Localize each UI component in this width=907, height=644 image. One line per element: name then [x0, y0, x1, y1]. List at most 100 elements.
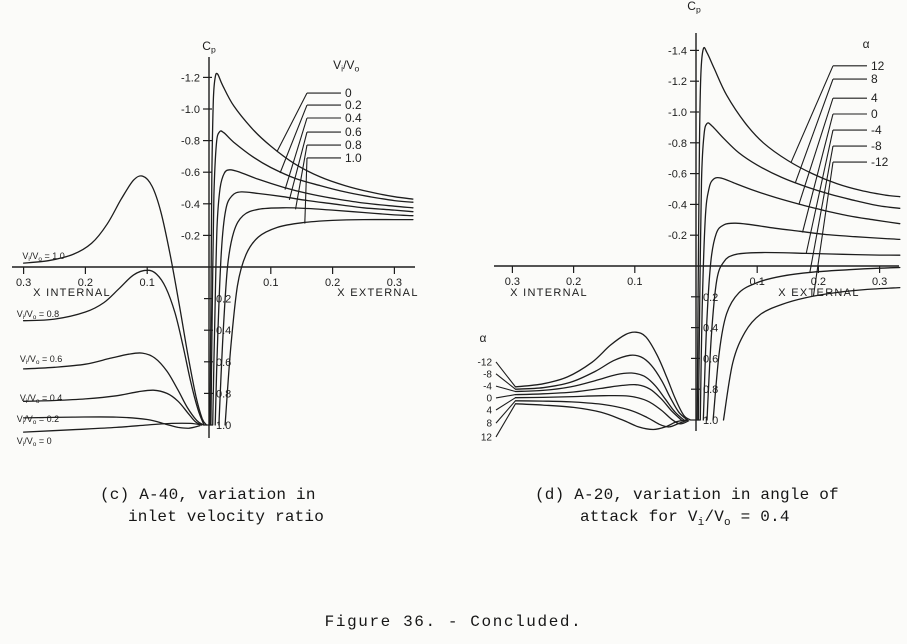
legend-leader — [812, 161, 834, 296]
curve-d--8-external — [712, 266, 901, 421]
legend-label: 0.8 — [345, 138, 362, 152]
y-tick-label: -1.4 — [668, 45, 687, 57]
curve-label: Vi/Vo = 0 — [17, 436, 52, 448]
legend-label: 0 — [871, 107, 878, 121]
alpha-leader — [495, 397, 516, 411]
curve-c-0.4-internal — [22, 389, 203, 426]
alpha-label: 12 — [481, 432, 493, 443]
curve-c-0.8-internal — [22, 269, 205, 426]
y-tick-label: -0.8 — [668, 138, 687, 150]
curve-c-0.6-internal — [22, 352, 205, 426]
alpha-leader — [495, 385, 516, 393]
legend-label: 0 — [345, 86, 352, 100]
curve-d-0-internal — [514, 383, 682, 421]
y-tick-label: 1.0 — [216, 420, 231, 432]
alpha-label: 8 — [486, 419, 492, 430]
legend-label: -12 — [871, 155, 889, 169]
curve-d-4-internal — [514, 394, 690, 425]
x-tick-label: 0.1 — [263, 277, 278, 289]
legend-leader — [304, 157, 308, 224]
x-tick-label: 0.3 — [387, 277, 402, 289]
curve-c-0.8-external — [218, 207, 414, 426]
y-tick-label: -0.4 — [181, 199, 200, 211]
x-external-axis-title: X EXTERNAL — [778, 287, 859, 299]
curve-c-1.0-external — [224, 218, 414, 426]
y-tick-label: 0.8 — [703, 384, 718, 396]
y-tick-label: -0.2 — [181, 230, 200, 242]
y-tick-label: -1.2 — [181, 72, 200, 84]
plot-panel-c: -1.2-1.0-0.8-0.6-0.4-0.20.20.40.60.81.00… — [12, 39, 418, 448]
x-tick-label: 0.1 — [140, 277, 155, 289]
x-external-axis-title: X EXTERNAL — [337, 287, 418, 299]
alpha-label: 0 — [486, 393, 492, 404]
x-tick-label: 0.3 — [16, 277, 31, 289]
legend-header: Vi/Vo — [333, 58, 359, 74]
x-tick-label: 0.2 — [566, 276, 581, 288]
alpha-header: α — [480, 331, 487, 345]
caption-d-line1: (d) A-20, variation in angle of — [535, 486, 839, 504]
curve-d-8-internal — [514, 400, 689, 428]
y-tick-label: 0.4 — [703, 323, 718, 335]
alpha-leader — [495, 361, 516, 388]
x-tick-label: 0.3 — [872, 276, 887, 288]
legend-leader — [276, 92, 308, 152]
legend-header: α — [863, 37, 870, 51]
y-tick-label: -0.6 — [181, 167, 200, 179]
curve-d-8-external — [697, 122, 901, 421]
alpha-label: -12 — [478, 357, 493, 368]
curve-label: Vi/Vo = 0.8 — [17, 309, 59, 321]
x-tick-label: 0.2 — [78, 277, 93, 289]
x-tick-label: 0.1 — [627, 276, 642, 288]
plot-panel-d: -1.4 -1.2 -1.0 -0.8 -0.6 -0.4 -0.2 0.2 0.4 0.6 0.8… — [478, 0, 901, 443]
y-tick-label: -1.2 — [668, 76, 687, 88]
alpha-label: -4 — [483, 382, 492, 393]
legend-label: -4 — [871, 123, 882, 137]
legend-label: 0.2 — [345, 98, 362, 112]
y-tick-label: -0.2 — [668, 230, 687, 242]
curve-label: Vi/Vo = 0.2 — [17, 414, 59, 426]
legend-label: 0.6 — [345, 125, 362, 139]
legend-label: -8 — [871, 139, 882, 153]
curve-c-0-internal — [22, 422, 203, 433]
figure-caption: Figure 36. - Concluded. — [324, 613, 583, 631]
alpha-leader — [495, 400, 516, 424]
y-tick-label: -0.6 — [668, 169, 687, 181]
legend-leader — [809, 145, 834, 273]
curve-d--12-external — [722, 286, 901, 421]
legend-label: 0.4 — [345, 111, 362, 125]
curve-c-0.2-external — [210, 130, 414, 426]
alpha-leader — [495, 403, 516, 438]
curve-c-0.6-external — [214, 191, 414, 426]
curve-c-1.0-internal — [22, 175, 208, 426]
legend-leader — [798, 97, 834, 205]
caption-d-line2: attack for Vi/Vo = 0.4 — [580, 508, 790, 530]
y-tick-label: 0.2 — [703, 292, 718, 304]
curve-d--4-internal — [514, 372, 685, 421]
y-axis-title: Cp — [202, 39, 216, 55]
curve-label: Vi/Vo = 1.0 — [22, 251, 64, 263]
curve-d--4-external — [706, 251, 901, 421]
alpha-label: -8 — [483, 369, 492, 380]
x-internal-axis-title: X INTERNAL — [33, 287, 111, 299]
legend-label: 1.0 — [345, 151, 362, 165]
y-tick-label: -0.4 — [668, 199, 687, 211]
curve-d--8-internal — [514, 354, 689, 421]
legend-leader — [805, 129, 834, 254]
y-axis-title: Cp — [687, 0, 701, 15]
curve-c-0.4-external — [212, 169, 414, 426]
legend-label: 8 — [871, 72, 878, 86]
alpha-leader — [495, 373, 516, 390]
caption-c-line2: inlet velocity ratio — [128, 508, 325, 526]
legend-leader — [288, 131, 308, 200]
x-internal-axis-title: X INTERNAL — [510, 287, 588, 299]
curve-d--12-internal — [514, 331, 692, 421]
curve-d-0-external — [702, 222, 901, 421]
legend-leader — [794, 78, 834, 184]
y-tick-label: -0.8 — [181, 136, 200, 148]
x-tick-label: 0.2 — [325, 277, 340, 289]
y-tick-label: -1.0 — [668, 107, 687, 119]
caption-c-line1: (c) A-40, variation in — [100, 486, 316, 504]
y-tick-label: 0.8 — [216, 388, 231, 400]
